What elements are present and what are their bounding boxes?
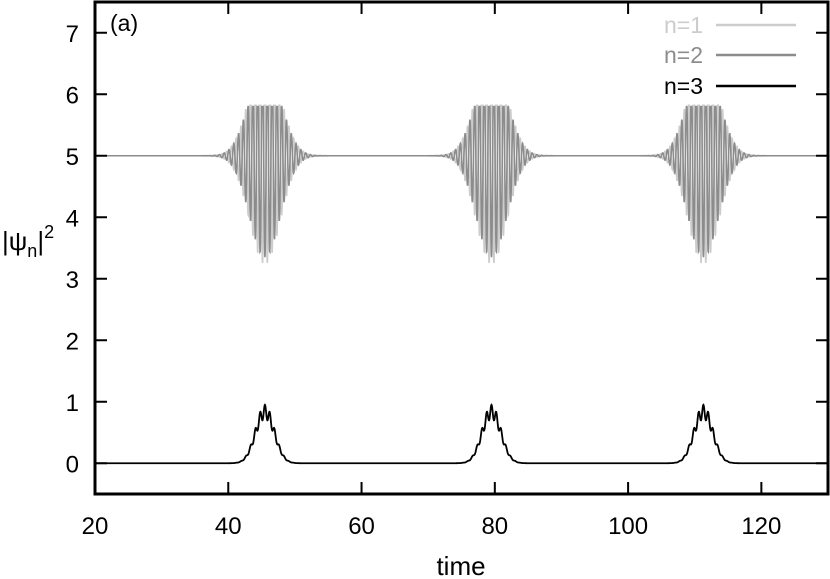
y-axis-title-bar: | (37, 226, 44, 256)
x-axis-title: time (436, 551, 485, 579)
y-tick-label: 6 (66, 82, 79, 109)
y-tick-label: 2 (66, 328, 79, 355)
y-tick-label: 1 (66, 390, 79, 417)
y-tick-label: 4 (66, 205, 79, 232)
y-tick-label: 3 (66, 267, 79, 294)
legend-label-n2: n=2 (664, 42, 703, 68)
series-line-n2 (95, 105, 828, 258)
x-tick-label: 60 (348, 513, 375, 540)
plot-frame (93, 0, 830, 496)
x-tick-label: 20 (82, 513, 109, 540)
series-layer (95, 104, 828, 465)
y-tick-label: 0 (66, 451, 79, 478)
x-tick-label: 80 (481, 513, 508, 540)
series-line-n3 (95, 403, 828, 465)
y-axis-title: |ψn|2 (2, 222, 54, 261)
svg-text:|ψn|2: |ψn|2 (2, 222, 54, 261)
legend-label-n1: n=1 (664, 12, 703, 38)
y-tick-label: 5 (66, 144, 79, 171)
y-axis-title-sup: 2 (44, 222, 54, 242)
x-tick-label: 40 (215, 513, 242, 540)
legend-label-n3: n=3 (664, 73, 703, 99)
legend: n=1 n=2 n=3 (664, 12, 796, 99)
x-tick-label: 100 (608, 513, 648, 540)
y-tick-label: 7 (66, 21, 79, 48)
y-axis-title-base: |ψ (2, 226, 27, 256)
x-tick-label: 120 (741, 513, 781, 540)
panel-label: (a) (110, 10, 138, 36)
ticks-layer: 20 40 60 80 100 120 0 1 2 3 4 5 6 7 (66, 2, 828, 540)
y-axis-title-sub: n (27, 241, 37, 261)
